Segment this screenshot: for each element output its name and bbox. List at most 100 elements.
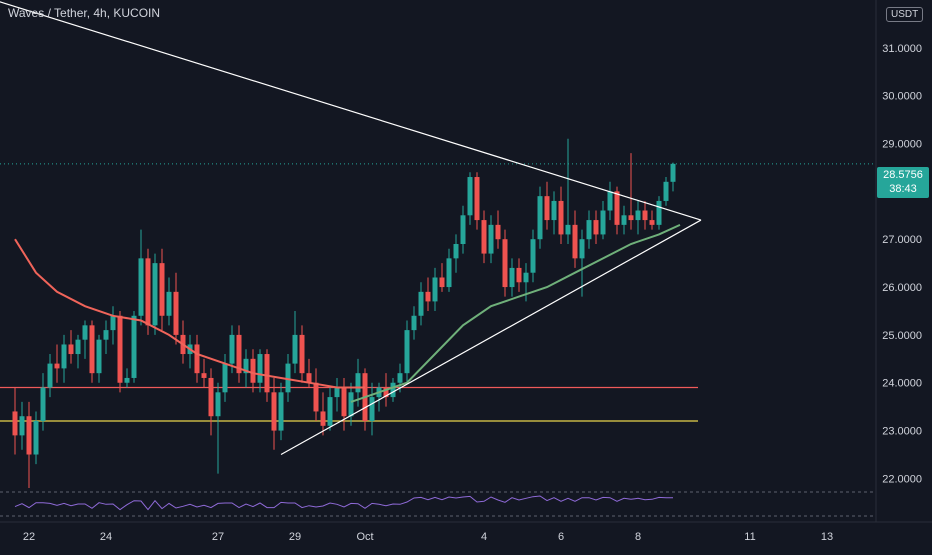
y-tick-label: 30.0000 (882, 91, 922, 103)
candle-body (250, 358, 256, 383)
candle-body (593, 220, 599, 235)
candle-body (383, 387, 389, 398)
candle-body (103, 330, 109, 340)
candle-body (530, 239, 536, 273)
x-tick-label: 6 (558, 531, 564, 543)
candle-body (229, 334, 235, 364)
candle-body (26, 416, 32, 455)
candle-body (96, 339, 102, 374)
rsi-line (14, 495, 674, 511)
ma_red-line (14, 238, 365, 389)
candle-body (411, 315, 417, 331)
candle-body (453, 244, 459, 259)
y-tick-label: 25.0000 (882, 330, 922, 342)
candle-body (516, 267, 522, 283)
candle-body (271, 392, 277, 431)
candle-body (257, 354, 263, 383)
x-tick-label: 22 (23, 531, 35, 543)
candle-body (19, 416, 25, 436)
x-tick-label: 13 (821, 531, 833, 543)
candle-body (12, 411, 18, 436)
candle-body (320, 411, 326, 426)
y-tick-label: 31.0000 (882, 43, 922, 55)
x-tick-label: 24 (100, 531, 112, 543)
x-tick-label: 8 (635, 531, 641, 543)
y-tick-label: 24.0000 (882, 378, 922, 390)
ma_green-line (350, 223, 681, 403)
candle-body (201, 373, 207, 378)
candle-body (460, 215, 466, 244)
candle-body (607, 191, 613, 211)
candle-body (663, 181, 669, 201)
candle-body (425, 291, 431, 302)
candle-body (313, 382, 319, 412)
candle-body (537, 196, 543, 240)
current-price-label: 28.5756 (883, 169, 923, 181)
candle-body (670, 163, 676, 182)
x-tick-label: 11 (744, 531, 755, 543)
candle-body (481, 220, 487, 254)
candle-body (474, 177, 480, 221)
candle-body (222, 363, 228, 393)
candle-body (152, 263, 158, 326)
candle-body (166, 291, 172, 316)
countdown-label: 38:43 (889, 183, 917, 195)
candle-body (390, 382, 396, 398)
candle-body (131, 315, 137, 378)
candle-body (110, 315, 116, 331)
candle-body (523, 272, 529, 283)
candle-body (138, 258, 144, 316)
x-tick-label: Oct (356, 531, 373, 543)
candle-body (334, 387, 340, 398)
candle-body (194, 344, 200, 374)
candle-body (572, 224, 578, 259)
candle-body (89, 325, 95, 374)
candle-body (75, 339, 81, 355)
candle-body (579, 239, 585, 259)
candle-body (397, 373, 403, 383)
y-tick-label: 23.0000 (882, 426, 922, 438)
candle-body (418, 291, 424, 316)
candle-body (47, 363, 53, 388)
candle-body (341, 387, 347, 417)
candle-body (558, 200, 564, 235)
candle-body (215, 392, 221, 417)
candle-body (656, 200, 662, 225)
candle-body (264, 354, 270, 393)
candle-body (292, 334, 298, 364)
candle-body (446, 258, 452, 288)
ascending-trendline (280, 219, 702, 456)
candle-body (208, 377, 214, 417)
candle-body (278, 392, 284, 431)
candle-body (649, 220, 655, 225)
currency-badge[interactable]: USDT (886, 7, 924, 22)
candle-body (285, 363, 291, 393)
candle-body (299, 334, 305, 374)
x-tick-label: 4 (481, 531, 487, 543)
candle-body (502, 239, 508, 288)
y-tick-label: 29.0000 (882, 139, 922, 151)
candle-body (621, 215, 627, 225)
y-axis-panel (876, 0, 932, 550)
candle-body (54, 363, 60, 369)
candle-body (173, 291, 179, 335)
candle-body (642, 210, 648, 221)
candle-body (509, 267, 515, 288)
candle-body (369, 397, 375, 422)
candle-body (404, 330, 410, 374)
candle-body (327, 397, 333, 426)
candle-body (488, 224, 494, 254)
candle-body (124, 377, 130, 383)
candle-body (82, 325, 88, 340)
y-tick-label: 26.0000 (882, 282, 922, 294)
candle-body (565, 224, 571, 235)
candle-body (236, 334, 242, 374)
current-price-tag: 28.5756 38:43 (877, 167, 929, 198)
candle-body (117, 315, 123, 383)
candle-body (68, 344, 74, 355)
candle-body (628, 215, 634, 221)
candle-body (614, 191, 620, 225)
candle-body (635, 210, 641, 221)
